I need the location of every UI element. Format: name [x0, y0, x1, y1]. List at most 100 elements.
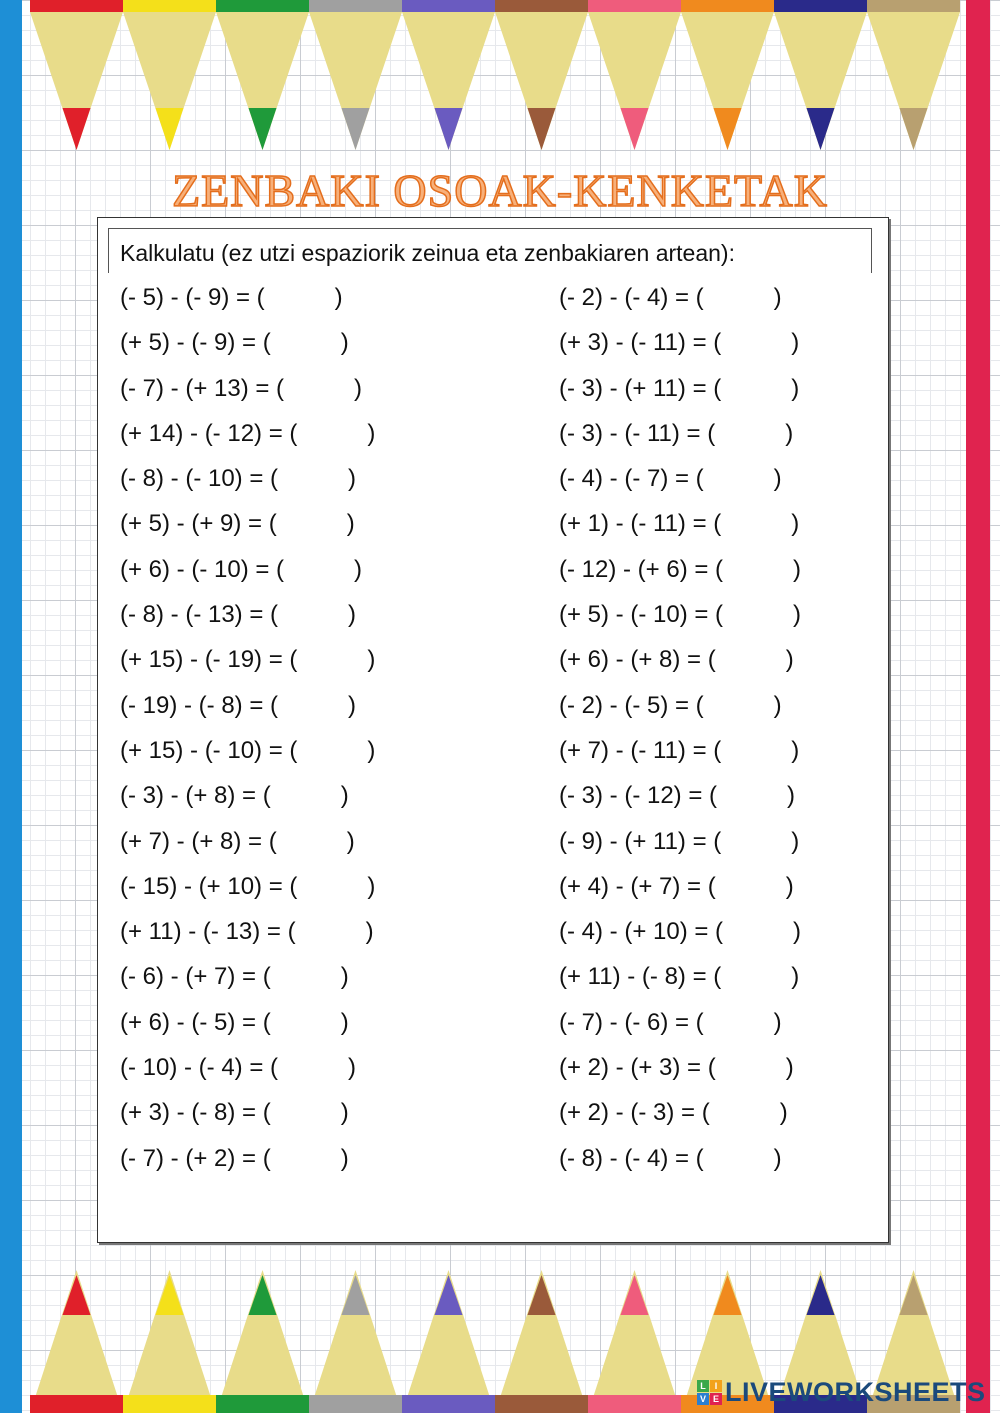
equation-row: (- 7) - (- 6) = () [559, 1008, 801, 1054]
answer-input[interactable] [713, 1099, 776, 1128]
answer-input[interactable] [288, 374, 351, 403]
pencil [681, 0, 774, 150]
answer-input[interactable] [274, 1008, 337, 1037]
instruction-text: Kalkulatu (ez utzi espaziorik zeinua eta… [120, 240, 735, 266]
equation-text: (+ 15) - (- 19) = ( [120, 646, 298, 674]
answer-input[interactable] [707, 284, 770, 312]
answer-input[interactable] [725, 374, 788, 403]
equation-row: (+ 6) - (- 5) = () [120, 1008, 375, 1054]
pencil [402, 1270, 495, 1413]
answer-input[interactable] [282, 1054, 345, 1083]
answer-input[interactable] [725, 736, 788, 765]
instruction-box [108, 228, 872, 273]
equation-text: (+ 11) - (- 13) = ( [120, 918, 296, 946]
answer-input[interactable] [707, 691, 770, 720]
answer-input[interactable] [268, 284, 331, 312]
equation-row: (- 8) - (- 10) = () [120, 465, 375, 510]
pencil [402, 0, 495, 150]
pencil [867, 1270, 960, 1413]
equation-row: (+ 15) - (- 19) = () [120, 646, 375, 691]
answer-input[interactable] [301, 646, 364, 675]
answer-input[interactable] [727, 918, 790, 947]
equation-text: (+ 14) - (- 12) = ( [120, 419, 298, 447]
answer-input[interactable] [301, 872, 364, 901]
equation-row: (+ 4) - (+ 7) = () [559, 872, 801, 918]
answer-input[interactable] [274, 782, 337, 811]
answer-input[interactable] [707, 1008, 770, 1037]
equation-text: (+ 6) - (- 10) = ( [120, 555, 285, 583]
equation-row: (+ 6) - (- 10) = () [120, 555, 375, 601]
answer-input[interactable] [719, 419, 782, 448]
equation-text: (+ 5) - (- 9) = ( [120, 329, 271, 357]
closing-paren: ) [340, 1008, 349, 1036]
answer-input[interactable] [282, 601, 345, 630]
equation-text: (- 3) - (+ 8) = ( [120, 782, 271, 810]
equation-text: (- 3) - (- 12) = ( [559, 782, 718, 810]
answer-input[interactable] [282, 691, 345, 720]
equation-text: (- 7) - (- 6) = ( [559, 1008, 704, 1036]
closing-paren: ) [348, 1054, 357, 1082]
equation-row: (+ 11) - (- 13) = () [120, 918, 375, 963]
closing-paren: ) [785, 872, 794, 900]
pencil [309, 0, 402, 150]
closing-paren: ) [779, 1099, 788, 1127]
closing-paren: ) [340, 782, 349, 810]
equation-row: (- 19) - (- 8) = () [120, 691, 375, 737]
answer-input[interactable] [721, 782, 784, 811]
answer-input[interactable] [301, 419, 364, 448]
equation-text: (+ 3) - (- 8) = ( [120, 1099, 271, 1127]
pencils-bottom-decoration [30, 1270, 960, 1413]
answer-input[interactable] [719, 872, 782, 901]
closing-paren: ) [773, 465, 782, 493]
equation-row: (+ 3) - (- 8) = () [120, 1099, 375, 1144]
equation-text: (- 5) - (- 9) = ( [120, 284, 265, 311]
answer-input[interactable] [288, 555, 351, 584]
equation-row: (+ 14) - (- 12) = () [120, 419, 375, 465]
answer-input[interactable] [282, 465, 345, 494]
logo-letter: E [710, 1393, 722, 1405]
closing-paren: ) [791, 374, 800, 402]
equation-text: (- 6) - (+ 7) = ( [120, 963, 271, 991]
answer-input[interactable] [727, 601, 790, 630]
pencils-top-decoration [30, 0, 960, 150]
closing-paren: ) [346, 827, 355, 855]
equation-row: (- 7) - (+ 13) = () [120, 374, 375, 420]
answer-input[interactable] [274, 963, 337, 992]
equation-text: (- 4) - (+ 10) = ( [559, 918, 724, 946]
answer-input[interactable] [725, 510, 788, 539]
equation-row: (+ 11) - (- 8) = () [559, 963, 801, 1008]
answer-input[interactable] [299, 918, 362, 947]
equation-row: (- 10) - (- 4) = () [120, 1054, 375, 1099]
equation-row: (- 5) - (- 9) = () [120, 284, 375, 329]
equation-text: (+ 6) - (+ 8) = ( [559, 646, 716, 674]
pencil [216, 0, 309, 150]
answer-input[interactable] [727, 555, 790, 584]
equation-row: (- 3) - (+ 11) = () [559, 374, 801, 420]
answer-input[interactable] [274, 1099, 337, 1128]
answer-input[interactable] [707, 465, 770, 494]
answer-input[interactable] [301, 736, 364, 765]
closing-paren: ) [340, 329, 349, 357]
equation-row: (- 3) - (- 11) = () [559, 419, 801, 465]
equation-row: (- 6) - (+ 7) = () [120, 963, 375, 1008]
equation-row: (- 4) - (- 7) = () [559, 465, 801, 510]
answer-input[interactable] [725, 963, 788, 992]
answer-input[interactable] [707, 1144, 770, 1173]
answer-input[interactable] [725, 329, 788, 358]
closing-paren: ) [773, 1008, 782, 1036]
answer-input[interactable] [274, 1144, 337, 1173]
equation-text: (- 8) - (- 13) = ( [120, 601, 279, 629]
answer-input[interactable] [719, 1054, 782, 1083]
answer-input[interactable] [280, 510, 343, 539]
pencil [30, 0, 123, 150]
equation-row: (- 9) - (+ 11) = () [559, 827, 801, 873]
answer-input[interactable] [274, 329, 337, 358]
answer-input[interactable] [280, 827, 343, 856]
answer-input[interactable] [725, 827, 788, 856]
equation-text: (+ 3) - (- 11) = ( [559, 329, 722, 357]
equation-text: (- 19) - (- 8) = ( [120, 691, 279, 719]
equation-row: (+ 15) - (- 10) = () [120, 736, 375, 782]
equation-row: (+ 1) - (- 11) = () [559, 510, 801, 555]
answer-input[interactable] [719, 646, 782, 675]
